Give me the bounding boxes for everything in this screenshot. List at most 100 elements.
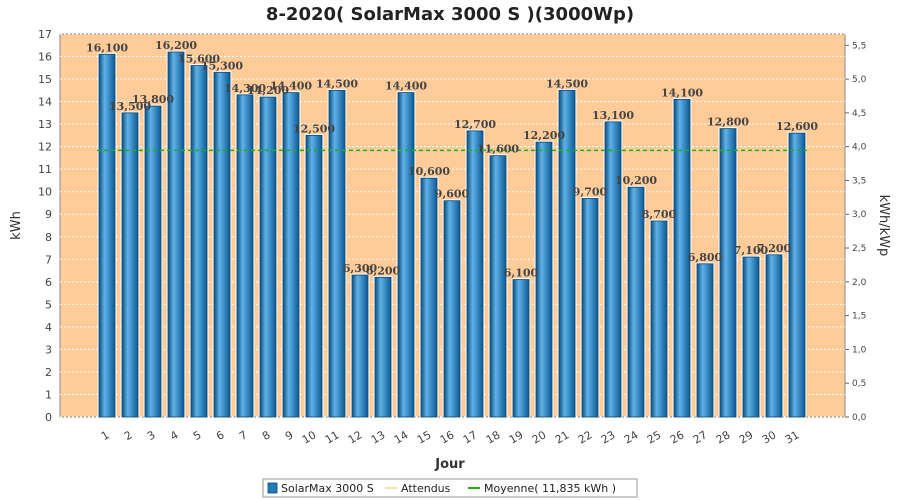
data-label: 14,400 xyxy=(385,80,427,93)
bar xyxy=(604,121,622,418)
x-tick-label: 16 xyxy=(438,428,457,446)
x-tick-label: 10 xyxy=(300,428,319,446)
y2-tick-label: 4,5 xyxy=(852,109,866,119)
data-label: 12,700 xyxy=(454,118,496,131)
x-tick-label: 28 xyxy=(714,428,733,446)
y-tick-label: 9 xyxy=(45,208,52,221)
data-label: 13,100 xyxy=(592,109,634,122)
data-label: 14,400 xyxy=(270,80,312,93)
x-axis-label: Jour xyxy=(434,457,465,472)
y-tick-label: 2 xyxy=(45,366,52,379)
bar xyxy=(650,220,668,418)
x-tick-label: 25 xyxy=(645,428,664,446)
y2-tick-label: 1,5 xyxy=(852,312,866,322)
legend: SolarMax 3000 S Attendus Moyenne( 11,835 k… xyxy=(262,478,638,498)
y2-tick-label: 0,5 xyxy=(852,379,866,389)
y2-tick-label: 5,0 xyxy=(852,75,867,85)
bar xyxy=(466,130,484,418)
data-label: 7,100 xyxy=(734,244,769,257)
data-label: 16,200 xyxy=(155,39,197,52)
data-label: 8,700 xyxy=(642,208,677,221)
x-tick-label: 24 xyxy=(622,428,641,446)
x-tick-label: 29 xyxy=(737,428,756,446)
bar xyxy=(558,89,576,418)
y-tick-label: 6 xyxy=(45,276,52,289)
bar xyxy=(742,256,760,418)
x-tick-label: 3 xyxy=(145,428,158,443)
bar xyxy=(328,89,346,418)
x-tick-label: 12 xyxy=(346,428,365,446)
x-tick-label: 7 xyxy=(237,428,250,443)
x-tick-label: 4 xyxy=(168,428,181,443)
x-tick-label: 15 xyxy=(415,428,434,446)
x-tick-label: 31 xyxy=(783,428,802,446)
bar xyxy=(673,98,691,418)
bar xyxy=(696,263,714,418)
y-tick-label: 1 xyxy=(45,388,52,401)
x-tick-label: 20 xyxy=(530,428,549,446)
data-label: 6,800 xyxy=(688,251,723,264)
data-label: 12,600 xyxy=(776,120,818,133)
y2-axis-label: kWh/kWp xyxy=(876,195,891,257)
legend-swatch-bar xyxy=(267,482,278,494)
x-tick-label: 5 xyxy=(191,428,204,443)
data-label: 9,600 xyxy=(435,188,470,201)
y2-tick-label: 2,0 xyxy=(852,278,867,288)
y-tick-label: 7 xyxy=(45,253,52,266)
bars xyxy=(97,50,807,418)
y2-tick-label: 2,5 xyxy=(852,244,866,254)
x-ticks: 1 2 3 4 5 6 7 8 9 10 11 12 13 14 15 16 17 18 19 20 21 22 23 24 2… xyxy=(99,428,802,446)
data-label: 6,300 xyxy=(343,262,378,275)
chart-title: 8-2020( SolarMax 3000 S )(3000Wp) xyxy=(266,4,634,25)
legend-label: SolarMax 3000 S xyxy=(281,482,374,495)
bar xyxy=(259,96,277,418)
bar xyxy=(788,132,806,418)
x-tick-label: 22 xyxy=(576,428,595,446)
x-tick-label: 11 xyxy=(323,428,342,446)
x-tick-label: 14 xyxy=(392,428,411,446)
y2-tick-label: 4,0 xyxy=(852,143,867,153)
y-tick-label: 16 xyxy=(38,51,52,64)
data-label: 10,600 xyxy=(408,165,450,178)
bar xyxy=(144,105,162,418)
bar xyxy=(351,274,369,418)
x-tick-label: 2 xyxy=(122,428,135,443)
bar xyxy=(121,112,139,418)
data-label: 14,500 xyxy=(546,77,588,90)
y2-tick-label: 3,0 xyxy=(852,210,867,220)
y-tick-label: 4 xyxy=(45,321,52,334)
bar xyxy=(719,128,737,418)
x-tick-label: 23 xyxy=(599,428,618,446)
x-tick-label: 8 xyxy=(260,428,273,443)
data-label: 11,600 xyxy=(477,143,519,156)
x-tick-label: 17 xyxy=(461,428,480,446)
y-tick-label: 10 xyxy=(38,186,52,199)
x-tick-label: 9 xyxy=(283,428,296,443)
data-label: 15,300 xyxy=(201,59,243,72)
data-label: 13,500 xyxy=(109,100,151,113)
y-tick-label: 13 xyxy=(38,118,52,131)
y-axis-label: kWh xyxy=(9,211,24,240)
legend-label: Moyenne( 11,835 kWh ) xyxy=(484,482,616,495)
y-tick-label: 8 xyxy=(45,231,52,244)
data-label: 14,300 xyxy=(224,82,266,95)
bar xyxy=(535,141,553,418)
bar xyxy=(512,279,530,418)
x-tick-label: 30 xyxy=(760,428,779,446)
y2-tick-label: 5,5 xyxy=(852,41,866,51)
data-label: 12,500 xyxy=(293,122,335,135)
bar xyxy=(443,200,461,418)
x-tick-label: 27 xyxy=(691,428,710,446)
x-tick-label: 26 xyxy=(668,428,687,446)
bar xyxy=(236,94,254,418)
data-label: 12,800 xyxy=(707,116,749,129)
y-tick-label: 5 xyxy=(45,298,52,311)
bar xyxy=(420,177,438,418)
bar xyxy=(305,134,323,418)
data-label: 6,100 xyxy=(504,267,539,280)
y2-tick-label: 3,5 xyxy=(852,176,866,186)
